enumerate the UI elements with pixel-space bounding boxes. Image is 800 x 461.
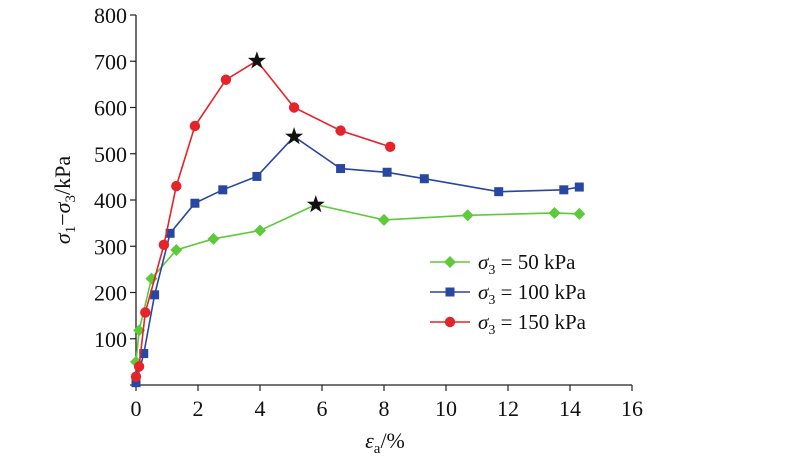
- x-tick-label: 4: [255, 396, 266, 421]
- x-tick-label: 16: [621, 396, 643, 421]
- data-point-square: [165, 228, 175, 238]
- data-point-square: [382, 167, 392, 177]
- y-axis-label: σ1−σ3/kPa: [50, 156, 79, 244]
- data-point-diamond: [548, 206, 561, 219]
- data-point-circle: [385, 141, 396, 153]
- data-point-circle: [220, 74, 232, 85]
- data-point-square: [559, 185, 569, 195]
- y-tick-label: 700: [94, 49, 127, 74]
- data-point-circle: [140, 307, 151, 318]
- legend-label: σ3 = 50 kPa: [478, 250, 576, 278]
- x-axis-label: εa/%: [365, 428, 405, 457]
- series-line: [135, 59, 391, 377]
- axes: [130, 14, 633, 391]
- y-tick-label: 100: [94, 327, 127, 352]
- data-point-diamond: [254, 224, 266, 237]
- y-tick-label: 400: [94, 188, 127, 213]
- data-point-square: [445, 287, 455, 297]
- series-layer: [130, 51, 586, 388]
- data-point-square: [494, 187, 504, 197]
- legend-label: σ3 = 150 kPa: [478, 310, 587, 338]
- data-point-circle: [189, 120, 201, 132]
- data-point-circle: [171, 180, 182, 192]
- data-point-square: [139, 349, 149, 359]
- y-tick-label: 300: [94, 234, 127, 259]
- y-tick-label: 200: [94, 281, 127, 306]
- series-2: [131, 127, 584, 388]
- data-point-diamond: [170, 243, 183, 256]
- x-tick-label: 12: [497, 396, 519, 421]
- series-1: [130, 195, 586, 368]
- data-point-square: [131, 378, 141, 388]
- y-tick-label: 600: [94, 96, 127, 121]
- data-point-diamond: [378, 213, 390, 226]
- x-tick-label: 10: [435, 396, 457, 421]
- data-point-circle: [130, 371, 142, 382]
- tick-labels: 0 2 4 6 8 10 12 14 16 100 200 300 400 500 600 700 800: [94, 3, 643, 421]
- legend-label: σ3 = 100 kPa: [478, 280, 587, 308]
- data-point-circle: [158, 239, 170, 251]
- data-point-diamond: [573, 207, 586, 220]
- peak-star-marker: [306, 195, 325, 213]
- data-point-square: [150, 290, 160, 300]
- data-point-circle: [288, 102, 300, 113]
- data-point-square: [574, 182, 584, 192]
- x-tick-label: 14: [559, 396, 581, 421]
- series-line: [135, 135, 580, 383]
- data-point-circle: [133, 361, 145, 372]
- data-point-square: [190, 198, 200, 208]
- x-tick-label: 2: [193, 396, 204, 421]
- data-point-square: [218, 185, 228, 195]
- series-3: [130, 51, 396, 382]
- x-tick-label: 8: [379, 396, 390, 421]
- data-point-diamond: [444, 256, 456, 268]
- y-tick-label: 500: [94, 142, 127, 167]
- peak-star-marker: [285, 127, 304, 145]
- x-tick-label: 6: [317, 396, 328, 421]
- data-point-square: [419, 174, 429, 184]
- peak-star-marker: [247, 51, 266, 69]
- x-tick-label: 0: [131, 396, 142, 421]
- data-point-diamond: [207, 232, 220, 245]
- data-point-circle: [335, 125, 346, 136]
- data-point-circle: [444, 316, 456, 328]
- data-point-square: [252, 171, 262, 181]
- data-point-square: [336, 164, 346, 174]
- data-point-diamond: [461, 209, 474, 222]
- y-tick-label: 800: [94, 3, 127, 28]
